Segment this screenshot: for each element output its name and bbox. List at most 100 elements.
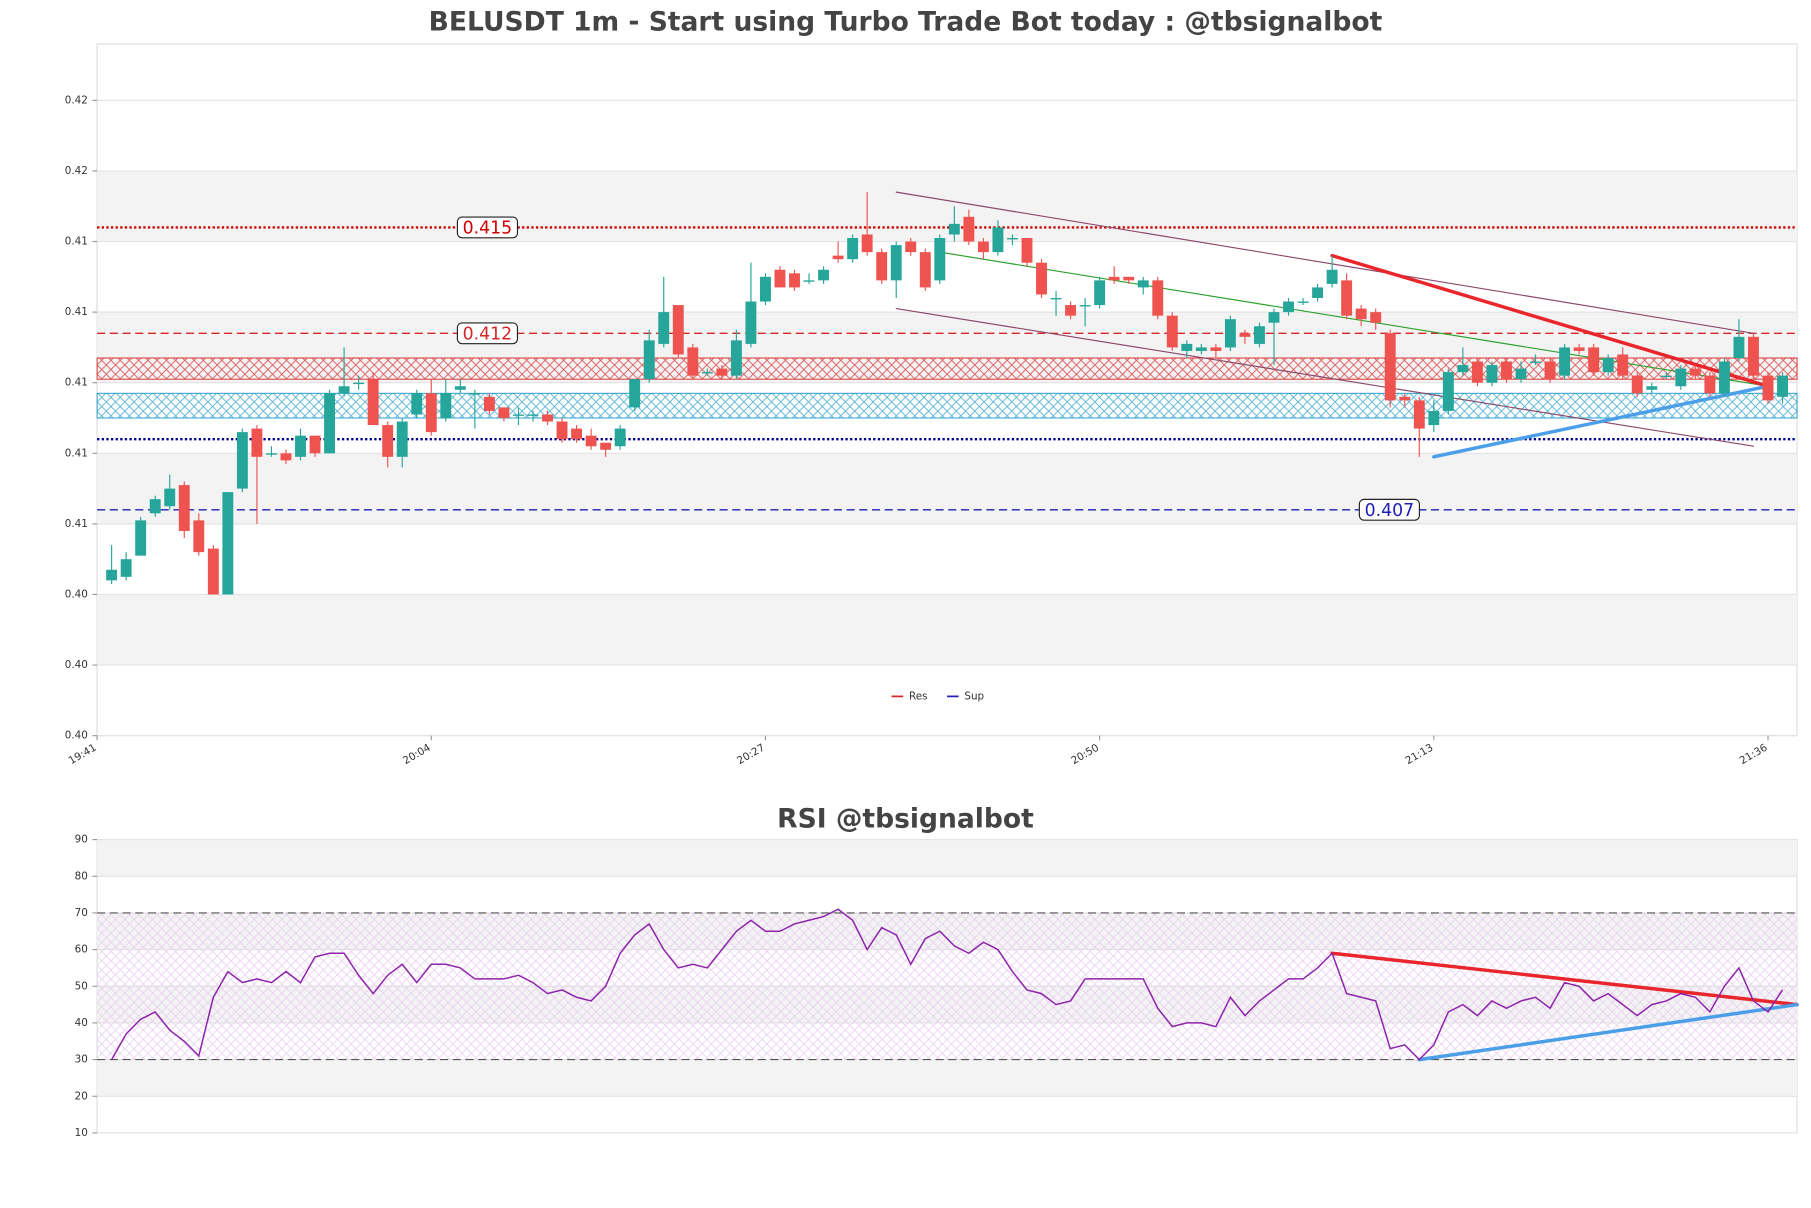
candle-body xyxy=(1588,347,1600,373)
candle-body xyxy=(1573,347,1585,351)
candle-body xyxy=(1268,312,1280,323)
level-label-box xyxy=(456,216,519,239)
candle-body xyxy=(193,520,205,553)
candle-body xyxy=(614,428,626,447)
candle-body xyxy=(425,393,437,433)
candle-body xyxy=(367,379,379,426)
candle-body xyxy=(1413,400,1425,429)
candle-body xyxy=(454,386,466,390)
candle-body xyxy=(977,241,989,253)
candle-body xyxy=(149,499,161,514)
candle-body xyxy=(948,223,960,235)
candle-body xyxy=(658,312,670,344)
candle-body xyxy=(1108,276,1120,281)
candle-body xyxy=(1195,347,1207,351)
candle-body xyxy=(222,492,234,595)
candle-body xyxy=(1631,375,1643,394)
candle-body xyxy=(164,488,176,507)
y-tick-label: 50 xyxy=(75,980,88,992)
candle-body xyxy=(309,435,321,454)
candle-body xyxy=(1748,336,1759,376)
y-tick-label: 0.40 xyxy=(65,730,88,742)
candle-body xyxy=(1283,301,1294,313)
candle-body xyxy=(585,435,597,447)
y-tick-label: 10 xyxy=(75,1127,88,1139)
y-tick-label: 0.41 xyxy=(65,518,88,530)
candle-body xyxy=(600,442,612,450)
candle-body xyxy=(992,227,1004,253)
y-tick-label: 60 xyxy=(75,944,88,956)
candle-body xyxy=(1457,365,1469,373)
candle-body xyxy=(919,252,931,288)
candle-body xyxy=(440,393,452,419)
candle-body xyxy=(1079,305,1091,307)
candle-body xyxy=(411,393,423,415)
candle-body xyxy=(1152,280,1164,316)
candle-body xyxy=(1137,280,1149,288)
candle-body xyxy=(542,414,553,422)
candle-body xyxy=(498,407,510,419)
candle-body xyxy=(803,280,815,282)
candle-body xyxy=(1704,375,1716,394)
trendline xyxy=(895,191,1755,334)
candle-body xyxy=(1777,375,1788,397)
grid-band xyxy=(97,594,1798,666)
candle-body xyxy=(1384,333,1396,401)
candle-body xyxy=(687,347,699,376)
candle-body xyxy=(556,421,568,440)
candle-body xyxy=(1050,298,1062,300)
candle-body xyxy=(890,245,902,281)
candle-body xyxy=(571,428,583,440)
candle-body xyxy=(963,216,975,242)
candle-body xyxy=(1007,238,1018,240)
x-tick-label: 19:41 xyxy=(67,742,99,767)
legend-label: Sup xyxy=(964,690,984,702)
candle-body xyxy=(847,238,859,260)
candle-body xyxy=(135,520,147,556)
candle-body xyxy=(861,234,873,253)
candle-body xyxy=(236,432,248,489)
candle-body xyxy=(1224,319,1236,348)
candle-body xyxy=(774,269,786,288)
grid-band xyxy=(97,453,1798,524)
x-tick-label: 20:27 xyxy=(735,742,767,767)
candle-body xyxy=(280,453,292,461)
y-tick-label: 30 xyxy=(75,1054,88,1066)
y-tick-label: 20 xyxy=(75,1090,88,1102)
candle-body xyxy=(469,393,481,395)
candle-body xyxy=(1428,410,1440,426)
y-tick-label: 0.41 xyxy=(65,447,88,459)
candle-body xyxy=(1471,361,1483,383)
rsi-title: RSI @tbsignalbot xyxy=(777,803,1034,834)
y-tick-label: 0.41 xyxy=(65,377,88,389)
candle-body xyxy=(324,393,336,454)
y-tick-label: 0.41 xyxy=(65,236,88,248)
candle-body xyxy=(338,386,350,394)
x-tick-label: 20:50 xyxy=(1069,742,1101,767)
grid-band xyxy=(97,839,1798,877)
trendline xyxy=(895,308,1755,447)
candle-body xyxy=(1544,361,1556,380)
x-tick-label: 21:13 xyxy=(1403,742,1435,767)
level-label: 0.412 xyxy=(463,324,513,344)
y-tick-label: 0.42 xyxy=(65,165,88,177)
y-tick-label: 0.41 xyxy=(65,306,88,318)
candle-body xyxy=(251,428,263,457)
candle-body xyxy=(1094,280,1106,306)
candle-body xyxy=(818,269,830,281)
candle-body xyxy=(527,414,539,416)
candle-body xyxy=(730,340,742,376)
y-tick-label: 0.40 xyxy=(65,588,88,600)
grid-band xyxy=(97,170,1798,242)
x-tick-label: 20:04 xyxy=(401,742,433,768)
y-tick-label: 0.40 xyxy=(65,659,88,671)
candle-body xyxy=(353,382,365,385)
level-label-box xyxy=(456,322,519,345)
candle-body xyxy=(1123,276,1135,281)
candle-body xyxy=(701,372,713,374)
candle-body xyxy=(1297,301,1309,303)
candle-body xyxy=(1646,386,1658,390)
candle-body xyxy=(1312,287,1324,299)
